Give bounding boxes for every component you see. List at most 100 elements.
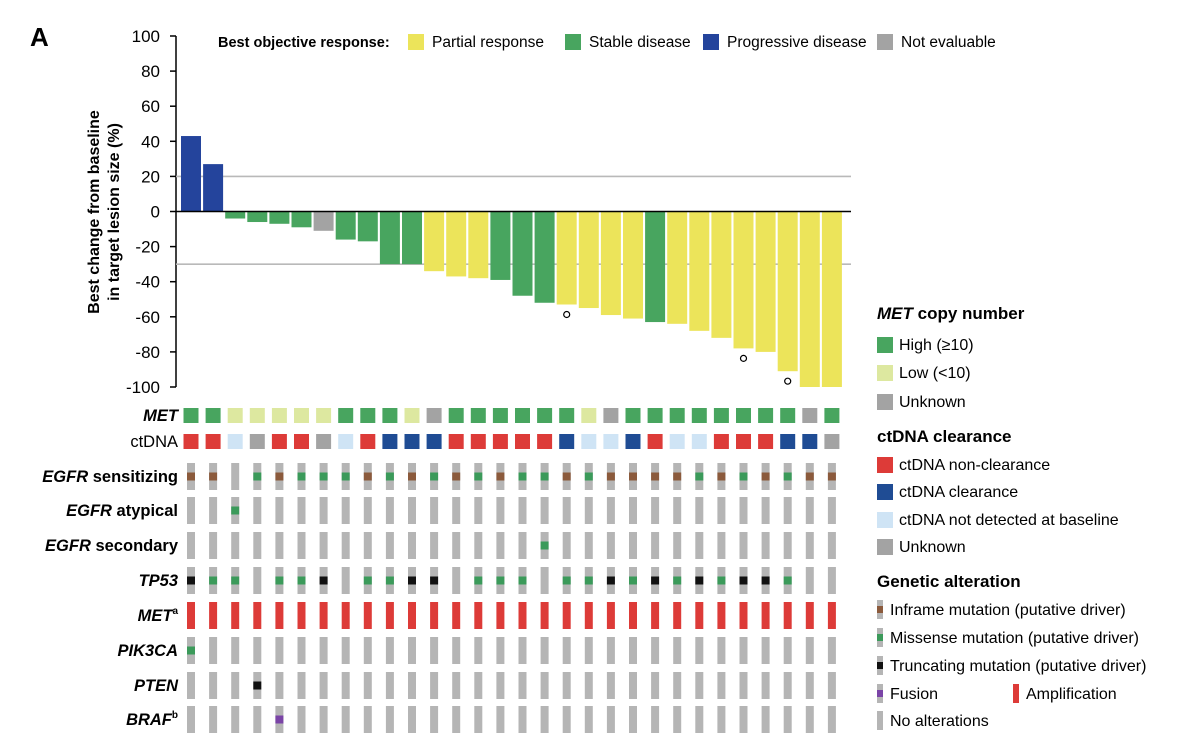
bar (402, 211, 422, 265)
alteration-cell-background (297, 637, 306, 664)
alteration-missense (739, 472, 748, 481)
alteration-cell-background (253, 706, 262, 733)
alteration-truncating (651, 576, 660, 585)
ctdna-cell (758, 434, 774, 449)
alteration-cell-background (474, 637, 483, 664)
alteration-cell-background (629, 637, 637, 664)
met-legend-item: Unknown (877, 394, 966, 411)
response-legend-swatch (408, 34, 424, 50)
alteration-cell-background (717, 497, 726, 524)
alteration-cell-background (496, 637, 505, 664)
genetic-legend-item: Fusion (877, 684, 938, 703)
alteration-missense (275, 576, 284, 585)
gene-row-label: METa (138, 606, 179, 625)
alteration-cell-background (385, 532, 394, 559)
ctdna-cell (426, 434, 442, 449)
met-copy-cell (581, 408, 597, 423)
alteration-missense (562, 576, 571, 585)
bar (689, 211, 710, 331)
bar (291, 211, 312, 228)
alteration-cell-background (297, 672, 306, 699)
gene-row-label: EGFR sensitizing (42, 468, 178, 486)
alteration-inframe (805, 472, 814, 481)
y-tick-label: -80 (135, 343, 160, 362)
bar (313, 211, 334, 231)
met-copy-row (183, 408, 840, 423)
ctdna-cell (581, 434, 597, 449)
alteration-missense (695, 472, 704, 481)
alteration-truncating (695, 576, 704, 585)
row-label-met-italic: MET (143, 407, 180, 425)
alteration-missense (253, 472, 262, 481)
ctdna-cell (492, 434, 508, 449)
alteration-cell-background (231, 637, 240, 664)
alteration-truncating (187, 576, 195, 585)
ctdna-legend-item: ctDNA clearance (877, 484, 1018, 501)
alteration-missense (231, 576, 240, 585)
met-copy-cell (780, 408, 796, 423)
alteration-truncating (319, 576, 328, 585)
gene-row-label-italic: PTEN (134, 677, 179, 695)
alteration-cell-background (695, 497, 704, 524)
alteration-inframe (187, 472, 195, 481)
response-legend-item: Stable disease (565, 34, 691, 51)
ctdna-legend-swatch (877, 457, 893, 473)
genetic-legend-label: Fusion (890, 686, 938, 703)
alteration-cell-background (496, 706, 505, 733)
response-legend-item: Progressive disease (703, 34, 867, 51)
ctdna-cell (537, 434, 553, 449)
alteration-cell-background (606, 532, 615, 559)
alteration-amplification (629, 602, 637, 629)
genetic-legend-swatch (1013, 684, 1019, 703)
response-legend-title: Best objective response: (218, 35, 390, 51)
alteration-cell-background (430, 672, 439, 699)
response-legend-label: Not evaluable (901, 34, 996, 51)
met-copy-cell (183, 408, 199, 423)
gene-row-label: TP53 (139, 572, 178, 590)
alteration-cell-background (430, 532, 439, 559)
genetic-legend-label: No alterations (890, 713, 989, 730)
alteration-cell-background (231, 706, 240, 733)
alteration-cell-background (783, 532, 792, 559)
ctdna-cell (404, 434, 420, 449)
alteration-amplification (518, 602, 527, 629)
gene-row-label-italic: MET (138, 607, 175, 625)
alteration-cell-background (341, 497, 350, 524)
alteration-cell-background (275, 637, 284, 664)
alteration-missense (584, 472, 593, 481)
bars (181, 136, 842, 387)
alteration-cell-background (540, 672, 549, 699)
alteration-cell-background (695, 706, 704, 733)
response-legend-swatch (877, 34, 893, 50)
alteration-cell-background (430, 497, 439, 524)
alteration-cell-background (805, 672, 814, 699)
alteration-cell-background (231, 532, 240, 559)
alteration-cell-background (651, 532, 660, 559)
alteration-cell-background (739, 532, 748, 559)
genetic-legend-label: Inframe mutation (putative driver) (890, 602, 1126, 619)
alteration-cell-background (319, 532, 328, 559)
bar (379, 211, 400, 265)
ctdna-row (183, 434, 840, 449)
alteration-cell-background (253, 532, 262, 559)
alteration-amplification (297, 602, 306, 629)
bar (512, 211, 533, 296)
ctdna-legend-label: Unknown (899, 539, 966, 556)
alteration-cell-background (827, 532, 836, 559)
alteration-amplification (253, 602, 262, 629)
gene-row-label-italic: EGFR (42, 468, 88, 486)
ctdna-legend-item: ctDNA non-clearance (877, 457, 1050, 474)
alteration-cell-background (297, 532, 306, 559)
alteration-cell-background (805, 706, 814, 733)
alteration-cell-background (363, 706, 372, 733)
alteration-cell-background (739, 672, 748, 699)
gene-row-label: EGFR atypical (66, 502, 178, 520)
alteration-truncating (253, 681, 262, 690)
ctdna-cell (360, 434, 376, 449)
alteration-missense (540, 541, 549, 550)
right-legends: MET copy number High (≥10) Low (<10) Unknow… (877, 304, 1146, 730)
alteration-cell-background (363, 532, 372, 559)
bar (556, 211, 577, 305)
alteration-truncating (408, 576, 416, 585)
